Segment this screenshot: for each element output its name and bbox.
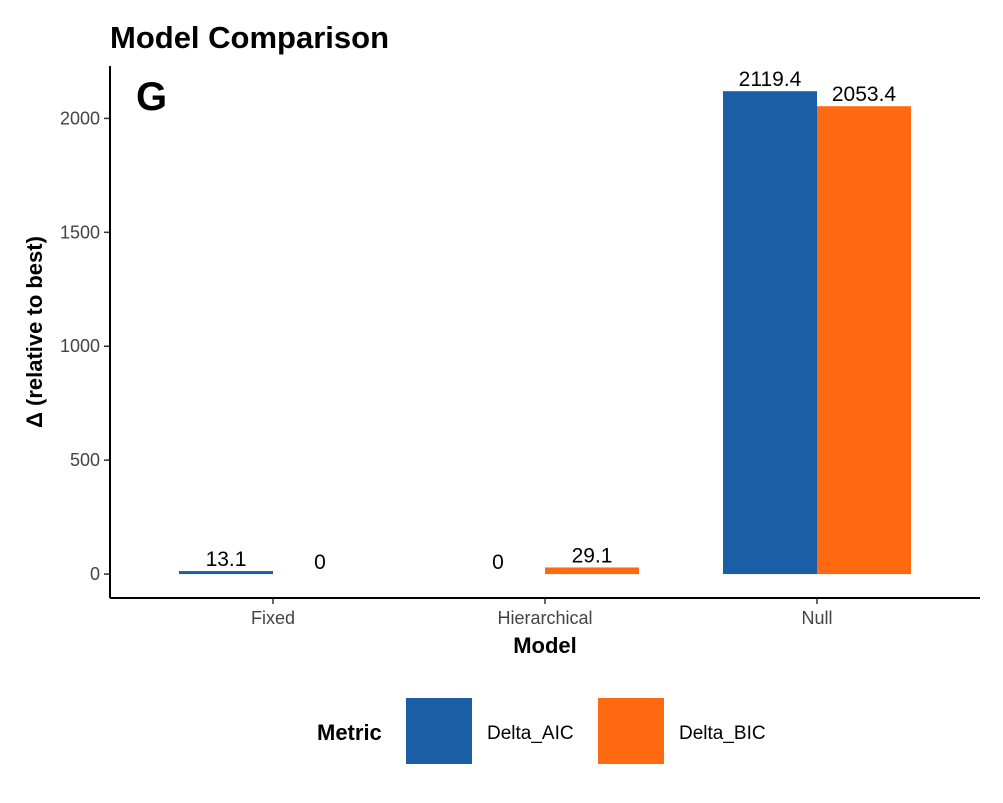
- legend: Metric Delta_AIC Delta_BIC: [317, 698, 766, 764]
- legend-swatch-delta-aic: [406, 698, 472, 764]
- bar-delta-bic-null: [817, 106, 911, 575]
- y-tick-label-2000: 2000: [60, 108, 100, 128]
- x-tick-label-null: Null: [801, 608, 832, 628]
- chart-title: Model Comparison: [110, 20, 389, 55]
- legend-swatch-delta-bic: [598, 698, 664, 764]
- data-label-delta-aic-null: 2119.4: [739, 68, 802, 91]
- legend-label-delta-aic: Delta_AIC: [487, 723, 574, 744]
- data-label-delta-bic-hierarchical: 29.1: [572, 544, 613, 567]
- bar-delta-bic-hierarchical: [545, 567, 639, 575]
- y-tick-label-0: 0: [90, 564, 100, 584]
- y-tick-label-1500: 1500: [60, 222, 100, 242]
- y-tick-label-500: 500: [70, 450, 100, 470]
- data-label-delta-bic-fixed: 0: [314, 551, 326, 574]
- data-labels: 13.1 0 0 29.1 2119.4 2053.4: [206, 68, 897, 574]
- data-label-delta-aic-fixed: 13.1: [206, 548, 247, 571]
- panel-tag: G: [136, 75, 167, 119]
- bar-delta-aic-fixed: [179, 571, 273, 575]
- data-label-delta-bic-null: 2053.4: [832, 83, 897, 106]
- data-label-delta-aic-hierarchical: 0: [492, 551, 504, 574]
- legend-label-delta-bic: Delta_BIC: [679, 723, 766, 744]
- x-axis-ticks: Fixed Hierarchical Null: [251, 598, 833, 628]
- y-axis-title: Δ (relative to best): [22, 236, 47, 428]
- x-tick-label-hierarchical: Hierarchical: [497, 608, 592, 628]
- y-tick-label-1000: 1000: [60, 336, 100, 356]
- x-axis-title: Model: [513, 633, 577, 658]
- bars-layer: [179, 91, 911, 575]
- legend-title: Metric: [317, 720, 382, 745]
- y-axis-ticks: 0 500 1000 1500 2000: [60, 108, 110, 584]
- x-tick-label-fixed: Fixed: [251, 608, 295, 628]
- bar-delta-aic-null: [723, 91, 817, 575]
